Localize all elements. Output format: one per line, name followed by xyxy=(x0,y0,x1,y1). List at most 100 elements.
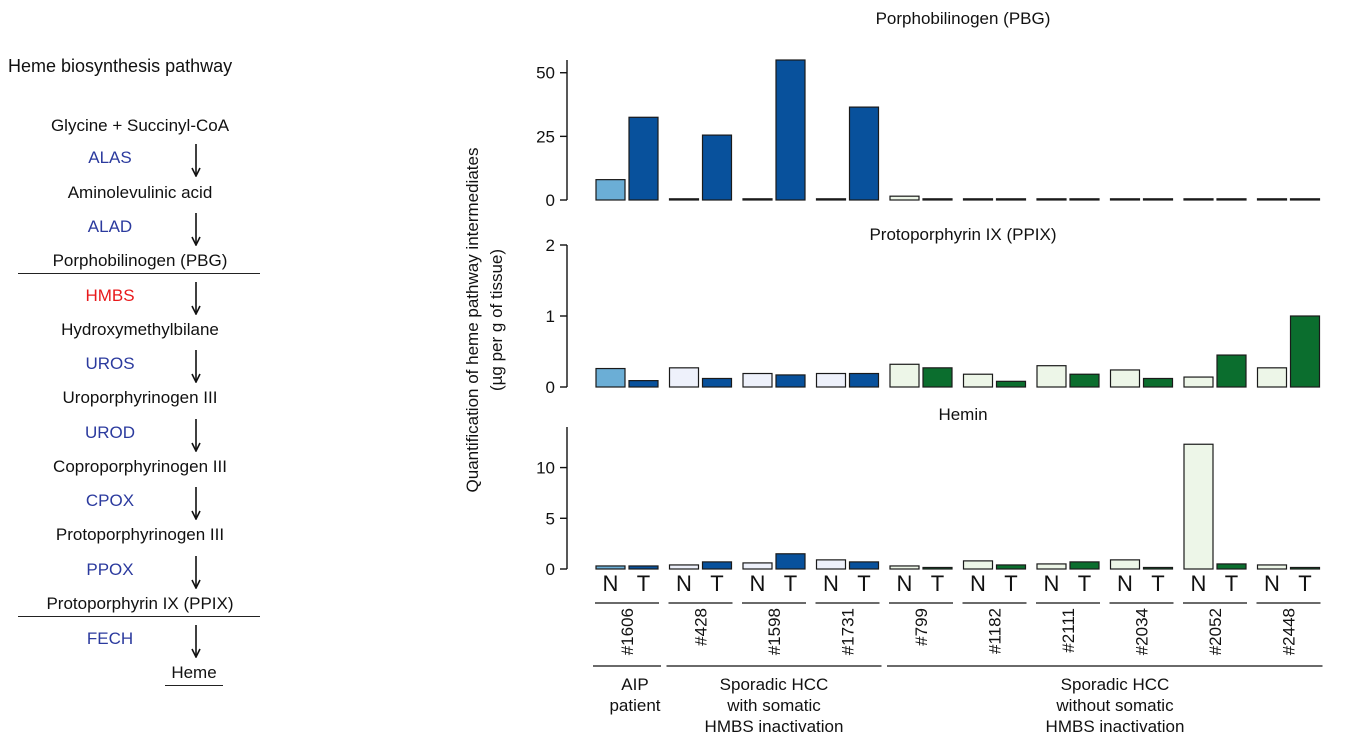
bar-normal xyxy=(815,372,847,388)
bar-normal xyxy=(815,198,847,201)
bar-tumor xyxy=(701,561,733,570)
bar-tumor xyxy=(1142,566,1174,570)
bar-tumor xyxy=(628,565,659,570)
bar-normal xyxy=(1036,198,1067,201)
y-tick-label: 25 xyxy=(536,127,555,146)
heme-pathway-diagram: Heme biosynthesis pathway Glycine + Succ… xyxy=(0,0,300,739)
bar-tumor xyxy=(1142,377,1174,388)
t-label: T xyxy=(637,571,650,596)
sample-label: #2052 xyxy=(1206,608,1225,655)
step-aminolevulinic-acid: Aminolevulinic acid xyxy=(67,183,213,202)
bar-normal xyxy=(668,198,700,201)
group-label: HMBS inactivation xyxy=(705,717,844,736)
sample-label: #1598 xyxy=(765,608,784,655)
group-label: AIP xyxy=(621,675,648,694)
group-label: HMBS inactivation xyxy=(1046,717,1185,736)
bar-normal xyxy=(668,564,700,570)
pbg-underline xyxy=(18,273,260,274)
bar-tumor xyxy=(1069,198,1100,201)
bar-tumor xyxy=(701,134,733,201)
bar-normal xyxy=(1183,198,1214,201)
down-arrow-icon xyxy=(191,213,201,246)
t-label: T xyxy=(857,571,870,596)
enzyme-cpox: CPOX xyxy=(85,491,135,510)
bar-tumor xyxy=(775,59,806,201)
bar-tumor xyxy=(922,198,953,201)
y-tick-label: 2 xyxy=(546,236,555,255)
bar-normal xyxy=(595,367,626,388)
bar-normal xyxy=(742,372,773,388)
panel-title: Protoporphyrin IX (PPIX) xyxy=(869,225,1056,244)
panel-title: Porphobilinogen (PBG) xyxy=(876,9,1051,28)
bar-normal xyxy=(1036,365,1067,388)
enzyme-uros: UROS xyxy=(85,354,135,373)
bar-normal xyxy=(1109,198,1141,201)
n-label: N xyxy=(750,571,766,596)
t-label: T xyxy=(1004,571,1017,596)
down-arrow-icon xyxy=(191,350,201,383)
bar-normal xyxy=(1036,563,1067,570)
y-tick-label: 5 xyxy=(546,509,555,528)
bar-normal xyxy=(815,559,847,570)
down-arrow-icon xyxy=(191,144,201,177)
sample-label: #2448 xyxy=(1280,608,1299,655)
bar-tumor xyxy=(995,564,1027,570)
pathway-title: Heme biosynthesis pathway xyxy=(8,56,233,76)
down-arrow-icon xyxy=(191,282,201,315)
bar-normal xyxy=(668,367,700,388)
bar-normal xyxy=(1183,443,1214,570)
group-label: patient xyxy=(609,696,660,715)
step-hydroxymethylbilane: Hydroxymethylbilane xyxy=(61,320,219,339)
bar-tumor xyxy=(775,553,806,570)
down-arrow-icon xyxy=(191,487,201,520)
bar-normal xyxy=(962,373,994,388)
bar-normal xyxy=(742,198,773,201)
n-label: N xyxy=(1191,571,1207,596)
n-label: N xyxy=(1117,571,1133,596)
y-tick-label: 0 xyxy=(546,191,555,210)
bar-tumor xyxy=(701,377,733,388)
n-label: N xyxy=(823,571,839,596)
step-glycine-succinyl-coa: Glycine + Succinyl-CoA xyxy=(50,116,230,135)
n-label: N xyxy=(676,571,692,596)
sample-label: #2111 xyxy=(1059,608,1078,653)
bar-normal xyxy=(962,560,994,570)
y-axis-title: Quantification of heme pathway intermedi… xyxy=(463,148,482,493)
bar-normal xyxy=(889,363,920,388)
step-heme: Heme xyxy=(171,663,217,682)
bar-normal xyxy=(1256,367,1288,388)
sample-label: #2034 xyxy=(1133,608,1152,655)
bar-tumor xyxy=(775,374,806,388)
down-arrow-icon xyxy=(191,625,201,658)
n-label: N xyxy=(1044,571,1060,596)
bar-normal xyxy=(889,195,920,201)
bar-tumor xyxy=(1289,315,1321,388)
bar-normal xyxy=(742,562,773,570)
enzyme-alas: ALAS xyxy=(88,148,132,167)
group-label: without somatic xyxy=(1055,696,1174,715)
bar-normal xyxy=(889,565,920,570)
bar-tumor xyxy=(995,380,1027,388)
y-tick-label: 0 xyxy=(546,378,555,397)
enzyme-ppox: PPOX xyxy=(86,560,134,579)
bar-tumor xyxy=(922,566,953,570)
panel-title: Hemin xyxy=(938,405,987,424)
enzyme-urod: UROD xyxy=(84,423,136,442)
n-label: N xyxy=(897,571,913,596)
bar-tumor xyxy=(1216,563,1247,570)
t-label: T xyxy=(1298,571,1311,596)
group-label: Sporadic HCC xyxy=(1061,675,1170,694)
step-coproporphyrinogen-iii: Coproporphyrinogen III xyxy=(53,457,227,476)
t-label: T xyxy=(1078,571,1091,596)
bar-tumor xyxy=(922,367,953,388)
bar-normal xyxy=(1183,376,1214,388)
ppix-underline xyxy=(18,616,260,617)
bar-tumor xyxy=(1142,198,1174,201)
enzyme-hmbs: HMBS xyxy=(85,286,135,305)
y-tick-label: 1 xyxy=(546,307,555,326)
bar-tumor xyxy=(1069,561,1100,570)
n-label: N xyxy=(970,571,986,596)
down-arrow-icon xyxy=(191,419,201,452)
bar-tumor xyxy=(628,116,659,201)
